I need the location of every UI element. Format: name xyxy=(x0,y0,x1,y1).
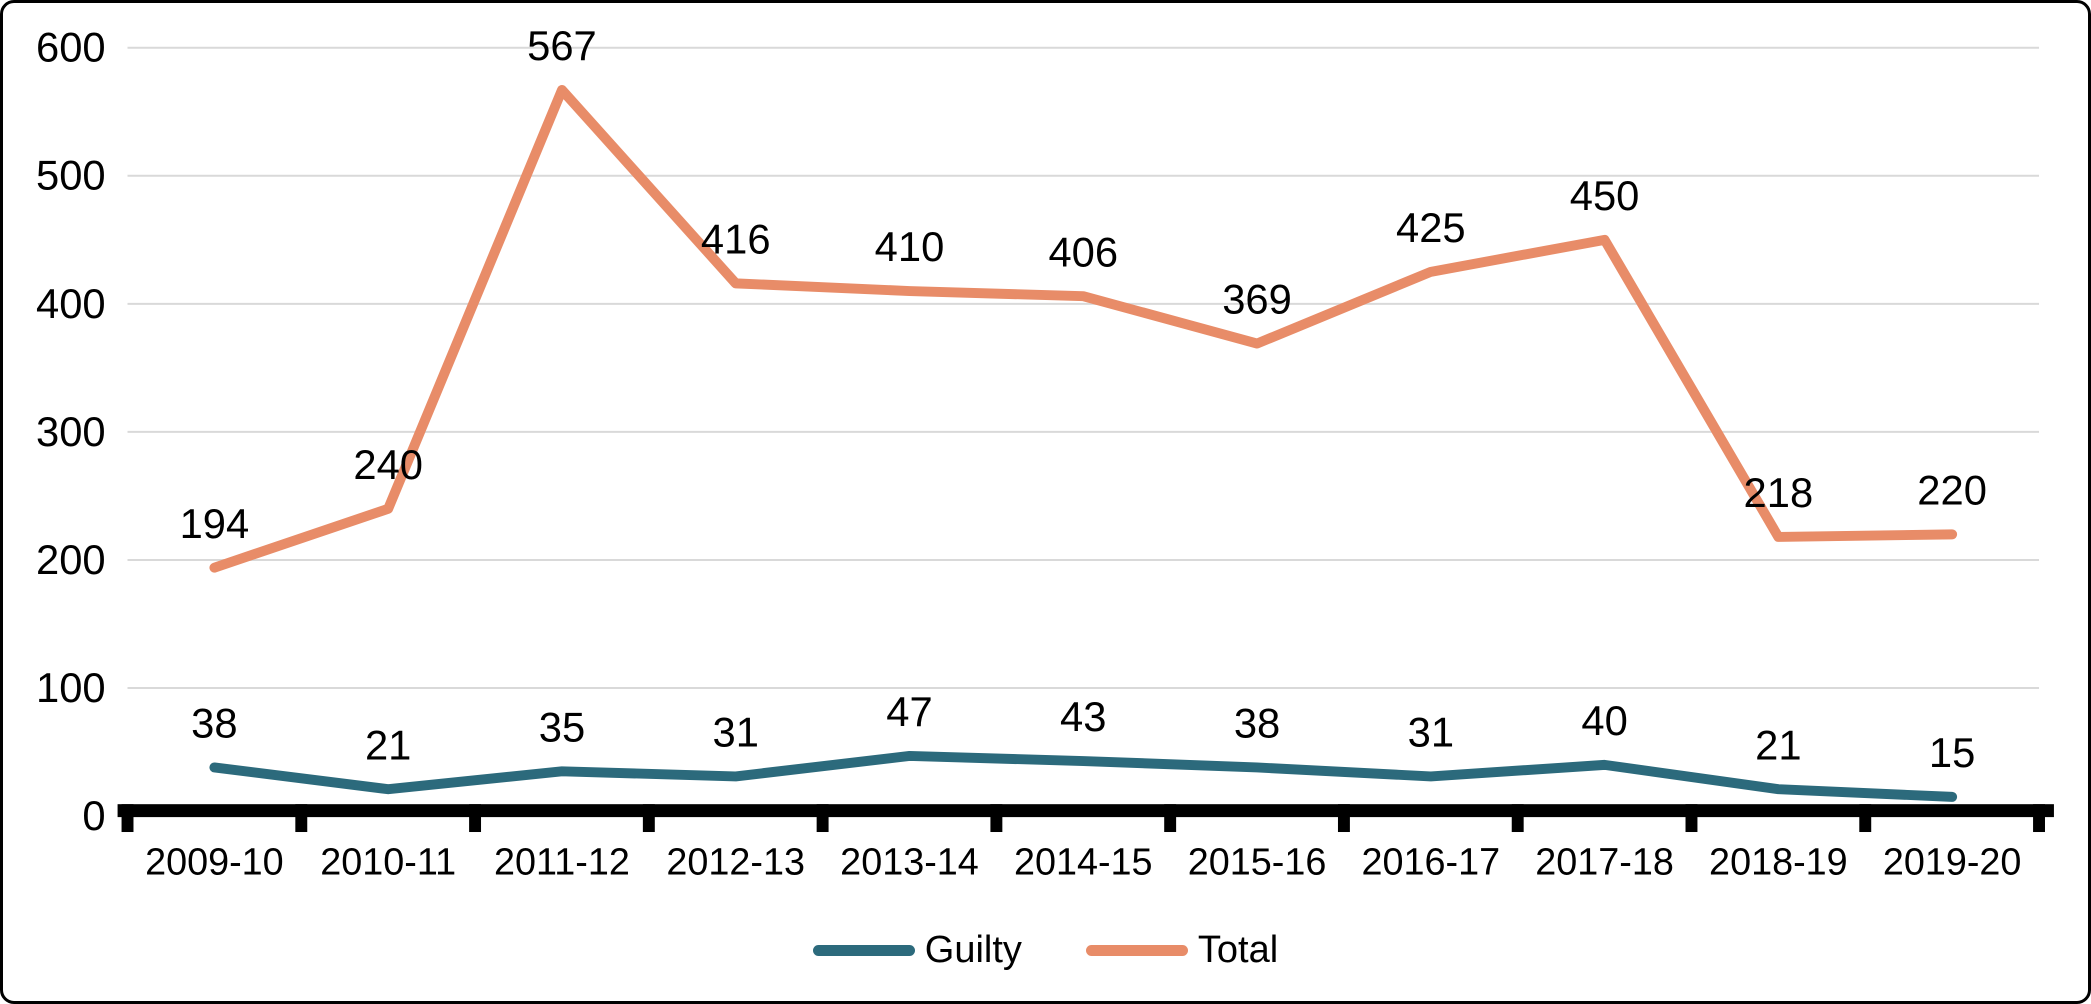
data-label-guilty: 31 xyxy=(713,709,759,756)
data-label-guilty: 21 xyxy=(365,721,411,768)
series-line-total xyxy=(209,85,1958,573)
data-label-guilty: 31 xyxy=(1408,709,1454,756)
legend-item-total: Total xyxy=(1085,929,1279,971)
x-axis-tick xyxy=(295,804,308,833)
y-axis-tick-label: 100 xyxy=(36,664,106,711)
y-axis-tick-label: 0 xyxy=(82,792,105,839)
x-axis-category-label: 2015-16 xyxy=(1188,842,1327,884)
legend-label-total: Total xyxy=(1197,929,1279,971)
data-label-total: 450 xyxy=(1570,172,1640,219)
data-label-guilty: 38 xyxy=(191,700,237,747)
x-axis-tick xyxy=(2033,804,2045,833)
x-axis-tick xyxy=(121,804,134,833)
x-axis-tick xyxy=(642,804,655,833)
data-label-guilty: 47 xyxy=(886,688,932,735)
data-label-total: 410 xyxy=(875,223,945,270)
data-label-total: 194 xyxy=(180,500,250,547)
x-axis-tick xyxy=(1859,804,1872,833)
guilty-line-swatch xyxy=(812,944,915,956)
x-axis-category-label: 2018-19 xyxy=(1709,842,1848,884)
total-line-swatch xyxy=(1085,944,1188,956)
chart-legend: Guilty Total xyxy=(3,931,2088,969)
x-axis-category-label: 2016-17 xyxy=(1362,842,1501,884)
x-axis-tick xyxy=(816,804,829,833)
x-axis-category-label: 2017-18 xyxy=(1535,842,1674,884)
data-label-total: 220 xyxy=(1917,467,1987,514)
x-axis-category-label: 2013-14 xyxy=(840,842,979,884)
x-axis-category-label: 2009-10 xyxy=(145,842,284,884)
y-axis-tick-label: 200 xyxy=(36,536,106,583)
x-axis-tick xyxy=(990,804,1003,833)
x-axis-tick xyxy=(1511,804,1524,833)
legend-item-guilty: Guilty xyxy=(812,929,1022,971)
data-label-guilty: 15 xyxy=(1929,729,1975,776)
x-axis-line xyxy=(117,804,2054,818)
line-chart-plot: 0 100 200 300 400 500 600 2009-10 2010-11 2011-12… xyxy=(36,22,2054,884)
data-label-total: 416 xyxy=(701,216,771,263)
x-axis-tick xyxy=(1337,804,1350,833)
x-axis-category-label: 2014-15 xyxy=(1014,842,1153,884)
y-axis-tick-label: 500 xyxy=(36,152,106,199)
data-label-total: 425 xyxy=(1396,204,1466,251)
x-axis-category-label: 2019-20 xyxy=(1883,842,2022,884)
x-axis-category-label: 2011-12 xyxy=(494,842,630,884)
x-axis-tick xyxy=(1685,804,1698,833)
y-axis-tick-label: 600 xyxy=(36,24,106,71)
data-label-guilty: 38 xyxy=(1234,700,1280,747)
data-label-total: 567 xyxy=(527,22,597,69)
data-label-guilty: 35 xyxy=(539,703,585,750)
x-axis-category-label: 2012-13 xyxy=(666,842,805,884)
legend-label-guilty: Guilty xyxy=(924,929,1022,971)
x-axis-tick xyxy=(469,804,482,833)
x-axis-category-label: 2010-11 xyxy=(320,842,456,884)
data-label-guilty: 40 xyxy=(1581,697,1627,744)
x-axis-tick xyxy=(1164,804,1177,833)
data-label-total: 406 xyxy=(1048,228,1118,275)
y-axis-tick-label: 400 xyxy=(36,280,106,327)
y-axis-tick-label: 300 xyxy=(36,408,106,455)
data-label-guilty: 21 xyxy=(1755,721,1801,768)
data-label-total: 240 xyxy=(353,441,423,488)
data-label-total: 369 xyxy=(1222,276,1292,323)
data-label-guilty: 43 xyxy=(1060,693,1106,740)
series-line-guilty xyxy=(209,750,1958,802)
data-label-total: 218 xyxy=(1744,469,1814,516)
